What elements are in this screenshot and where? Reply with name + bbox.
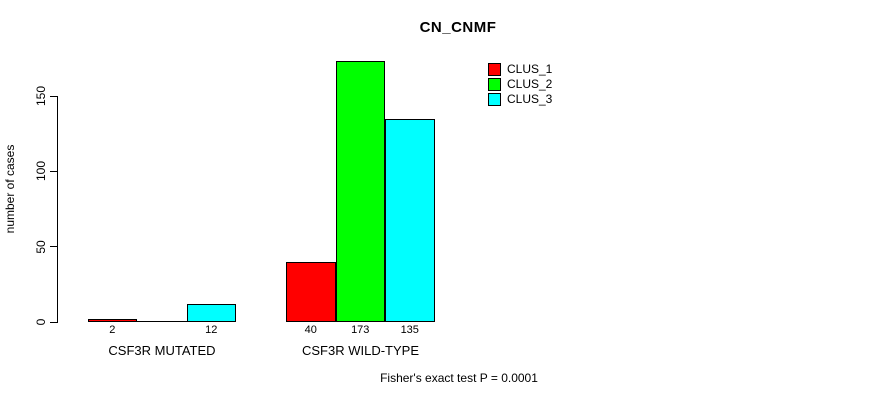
x-category-label-wildtype: CSF3R WILD-TYPE	[301, 343, 419, 358]
y-tick-mark	[50, 95, 57, 97]
bar-value-label: 135	[400, 324, 419, 336]
legend-label-clus2: CLUS_2	[507, 77, 553, 91]
legend-label-clus3: CLUS_3	[507, 92, 553, 106]
bar-value-label: 173	[351, 324, 370, 336]
y-axis-label: number of cases	[3, 144, 17, 234]
bar-value-label: 2	[109, 324, 116, 336]
legend-label-clus1: CLUS_1	[507, 62, 553, 76]
legend-item-clus1: CLUS_1	[488, 62, 552, 77]
chart-title: CN_CNMF	[419, 19, 497, 36]
annotation-fisher-test: Fisher's exact test P = 0.0001	[380, 371, 538, 385]
zero-bar-clus_2	[137, 321, 188, 322]
legend-swatch-clus1-icon	[488, 63, 501, 76]
x-category-label-mutated: CSF3R MUTATED	[108, 343, 216, 358]
bar-clus_1	[286, 262, 336, 322]
y-tick-mark	[50, 246, 57, 248]
bar-value-label: 12	[205, 324, 218, 336]
y-tick-label: 150	[34, 85, 48, 107]
legend-swatch-clus2-icon	[488, 78, 501, 91]
bar-clus_2	[335, 61, 385, 322]
legend-swatch-clus3-icon	[488, 93, 501, 106]
y-tick-mark	[50, 170, 57, 172]
y-tick-label: 100	[34, 161, 48, 182]
y-axis-line	[57, 96, 58, 323]
legend-item-clus2: CLUS_2	[488, 77, 552, 92]
legend-item-clus3: CLUS_3	[488, 92, 552, 107]
bar-clus_1	[87, 319, 137, 322]
y-tick-mark	[50, 321, 57, 323]
bar-value-label: 40	[304, 324, 317, 336]
bar-clus_3	[186, 304, 236, 322]
y-tick-label: 0	[34, 318, 48, 326]
bar-clus_3	[385, 119, 435, 322]
y-tick-label: 50	[34, 239, 48, 254]
legend: CLUS_1 CLUS_2 CLUS_3	[488, 62, 552, 107]
